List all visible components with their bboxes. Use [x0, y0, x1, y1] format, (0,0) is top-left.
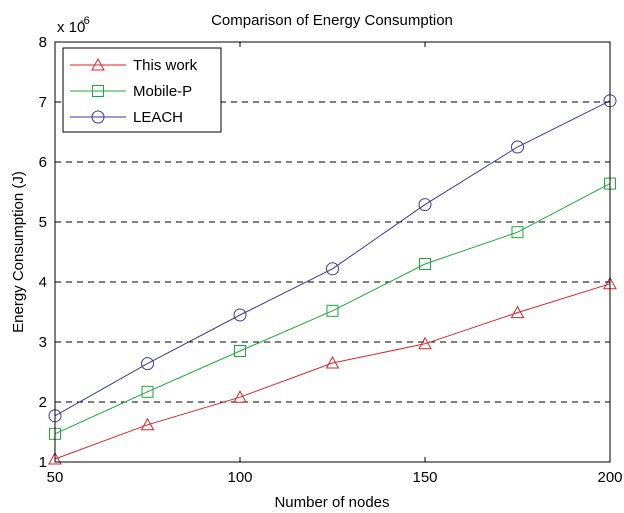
- x-axis-label: Number of nodes: [274, 494, 389, 511]
- series-line: [54, 283, 611, 460]
- data-point-square: [326, 304, 339, 317]
- legend-label: LEACH: [133, 109, 183, 126]
- series-line: [54, 100, 611, 417]
- data-point-square: [511, 226, 524, 239]
- series-line: [54, 183, 611, 435]
- data-point-triangle: [233, 390, 247, 403]
- legend: This work Mobile-P LEACH: [62, 47, 222, 133]
- data-point-triangle: [418, 336, 432, 350]
- data-point-circle: [418, 198, 432, 212]
- y-tick-label: 2: [39, 394, 47, 411]
- y-tick-label: 3: [39, 334, 47, 351]
- data-point-square: [141, 385, 154, 398]
- y-tick-label: 7: [39, 94, 47, 111]
- x-tick-label: 50: [47, 469, 64, 486]
- x-tick-label: 150: [412, 469, 437, 486]
- grid-lines: [55, 101, 610, 403]
- data-point-circle: [511, 140, 524, 154]
- legend-marker-square: [92, 85, 104, 97]
- y-tick-label: 5: [39, 214, 47, 231]
- legend-label: This work: [133, 57, 198, 74]
- x-tick-label: 100: [227, 469, 252, 486]
- legend-box: [62, 47, 222, 133]
- series-this-work: [48, 276, 617, 465]
- y-tick-label: 4: [39, 274, 47, 291]
- data-point-square: [419, 258, 431, 270]
- y-multiplier-base: x 10: [57, 19, 85, 36]
- y-axis-label: Energy Consumption (J): [10, 171, 27, 333]
- y-tick-label: 6: [39, 154, 47, 171]
- legend-label: Mobile-P: [133, 83, 192, 100]
- y-multiplier-exponent: -6: [80, 15, 90, 27]
- data-point-circle: [326, 262, 339, 276]
- data-point-triangle: [140, 417, 155, 431]
- x-tick-label: 200: [597, 469, 622, 486]
- data-point-circle: [141, 357, 154, 371]
- axis-ticks: 1 2 3 4 5 6 7 8 50 100 150 200: [39, 34, 623, 486]
- y-tick-label: 1: [39, 454, 47, 471]
- data-point-circle: [233, 308, 247, 322]
- data-point-triangle: [325, 355, 340, 369]
- legend-marker-circle: [91, 110, 105, 124]
- series-group: [48, 94, 617, 465]
- data-point-square: [234, 345, 246, 357]
- legend-marker-triangle: [91, 57, 105, 71]
- data-point-triangle: [48, 451, 62, 465]
- data-point-triangle: [510, 305, 525, 319]
- chart-title: Comparison of Energy Consumption: [211, 12, 453, 29]
- series-mobile-p: [49, 177, 616, 440]
- plot-frame: [54, 41, 611, 463]
- y-tick-label: 8: [39, 34, 47, 51]
